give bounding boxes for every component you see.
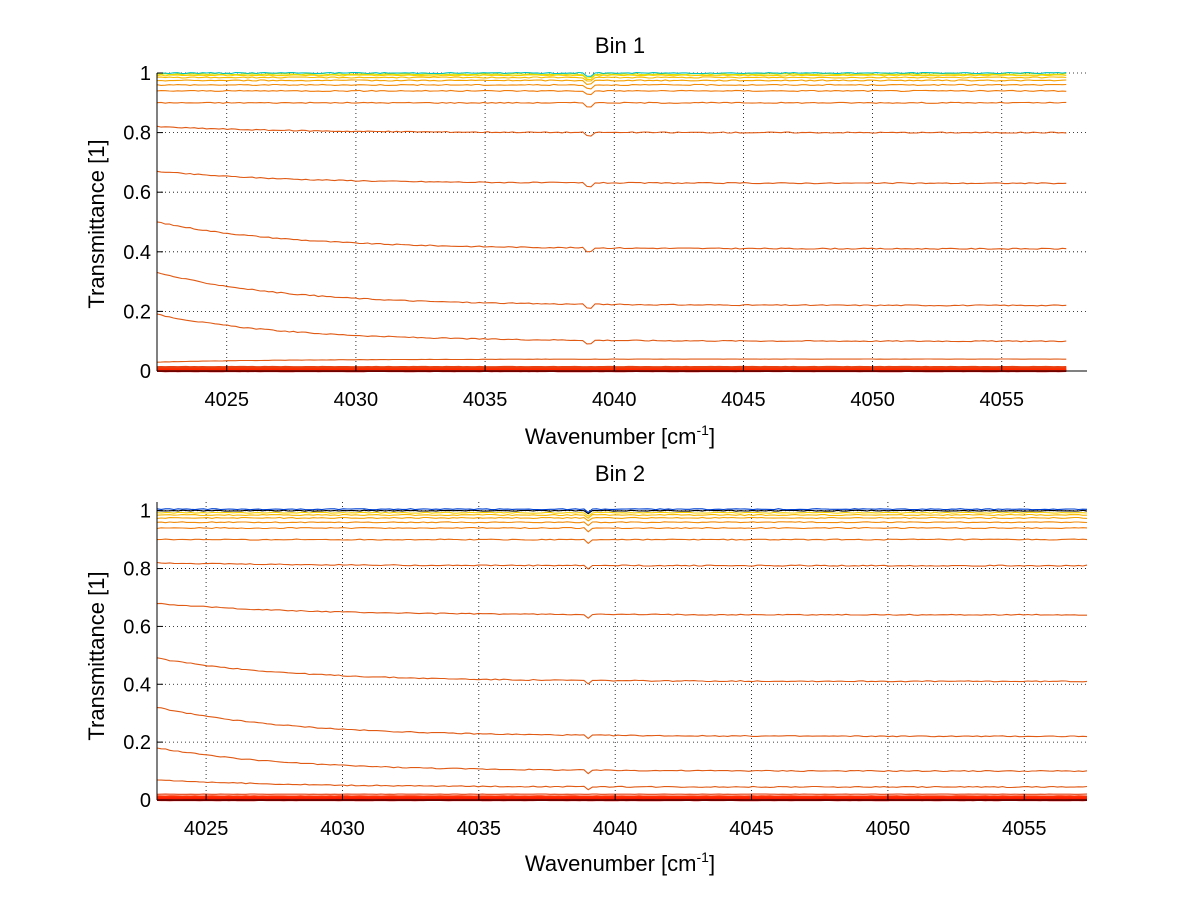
y-tick-label: 1 (140, 63, 151, 85)
series-line-s12 (156, 89, 1067, 96)
series-line-s16 (156, 511, 1088, 517)
x-axis-label-end: ] (709, 851, 715, 876)
series-line-s5 (156, 358, 1067, 363)
series-line-s15 (156, 76, 1067, 82)
series-line-s17 (156, 73, 1067, 79)
series-line-s17 (156, 509, 1088, 515)
x-tick-label: 4035 (457, 818, 502, 840)
subplot-title: Bin 1 (595, 33, 645, 58)
x-tick-label: 4035 (463, 389, 508, 411)
x-tick-label: 4050 (850, 389, 895, 411)
subplot-title: Bin 2 (595, 461, 645, 486)
x-tick-label: 4040 (593, 818, 638, 840)
series-line-s11 (156, 538, 1088, 545)
x-tick-label: 4030 (334, 389, 379, 411)
x-tick-label: 4025 (184, 818, 229, 840)
series-line-s8 (156, 221, 1067, 253)
y-tick-label: 0 (140, 361, 151, 383)
series-line-s13 (156, 521, 1088, 527)
series-line-s15 (156, 513, 1088, 520)
x-tick-label: 4045 (721, 389, 766, 411)
series-line-s10 (156, 561, 1088, 570)
y-tick-label: 0.4 (123, 242, 151, 264)
x-axis-label-end: ] (709, 424, 715, 449)
x-tick-label: 4040 (592, 389, 637, 411)
series-line-s6 (156, 313, 1067, 345)
subplot-bin-2: Bin 2 Wavenumber [cm-1] Transmittance [1… (84, 461, 1088, 876)
series-line-s7 (156, 707, 1088, 740)
x-tick-label: 4030 (320, 818, 365, 840)
y-axis-label: Transmittance [1] (84, 139, 109, 308)
y-tick-label: 0 (140, 790, 151, 812)
series-line-s14 (156, 79, 1067, 85)
series-line-s9 (156, 170, 1067, 188)
series-line-s11 (156, 101, 1067, 108)
x-tick-label: 4025 (205, 389, 250, 411)
series-line-s6 (156, 747, 1088, 775)
series-line-s5 (156, 779, 1088, 791)
series-line-s13 (156, 83, 1067, 90)
series-line-s18 (157, 71, 1067, 77)
y-tick-label: 1 (140, 501, 151, 523)
x-axis-label-text: Wavenumber [cm (525, 424, 697, 449)
x-tick-label: 4050 (866, 818, 911, 840)
x-axis-label-superscript: -1 (697, 422, 710, 438)
x-axis-label-superscript: -1 (697, 849, 710, 865)
series-line-s18 (156, 508, 1088, 514)
x-axis-label: Wavenumber [cm-1] (525, 422, 715, 449)
x-tick-label: 4045 (729, 818, 774, 840)
series-line-s12 (156, 526, 1088, 533)
x-tick-label: 4055 (980, 389, 1025, 411)
series-line-s7 (156, 271, 1067, 309)
y-tick-label: 0.8 (123, 559, 151, 581)
x-tick-label: 4055 (1002, 818, 1047, 840)
series-line-s8 (156, 657, 1088, 685)
y-tick-label: 0.6 (123, 182, 151, 204)
y-tick-label: 0.8 (123, 123, 151, 145)
y-axis-label: Transmittance [1] (84, 571, 109, 740)
y-tick-label: 0.2 (123, 732, 151, 754)
x-axis-label-text: Wavenumber [cm (525, 851, 697, 876)
y-tick-label: 0.2 (123, 301, 151, 323)
series-line-s9 (156, 602, 1087, 619)
x-axis-label: Wavenumber [cm-1] (525, 849, 715, 876)
series-line-s14 (156, 516, 1088, 522)
y-tick-label: 0.6 (123, 616, 151, 638)
series-line-s10 (156, 125, 1067, 137)
y-tick-label: 0.4 (123, 674, 151, 696)
subplot-bin-1: Bin 1 Wavenumber [cm-1] Transmittance [1… (84, 33, 1087, 449)
